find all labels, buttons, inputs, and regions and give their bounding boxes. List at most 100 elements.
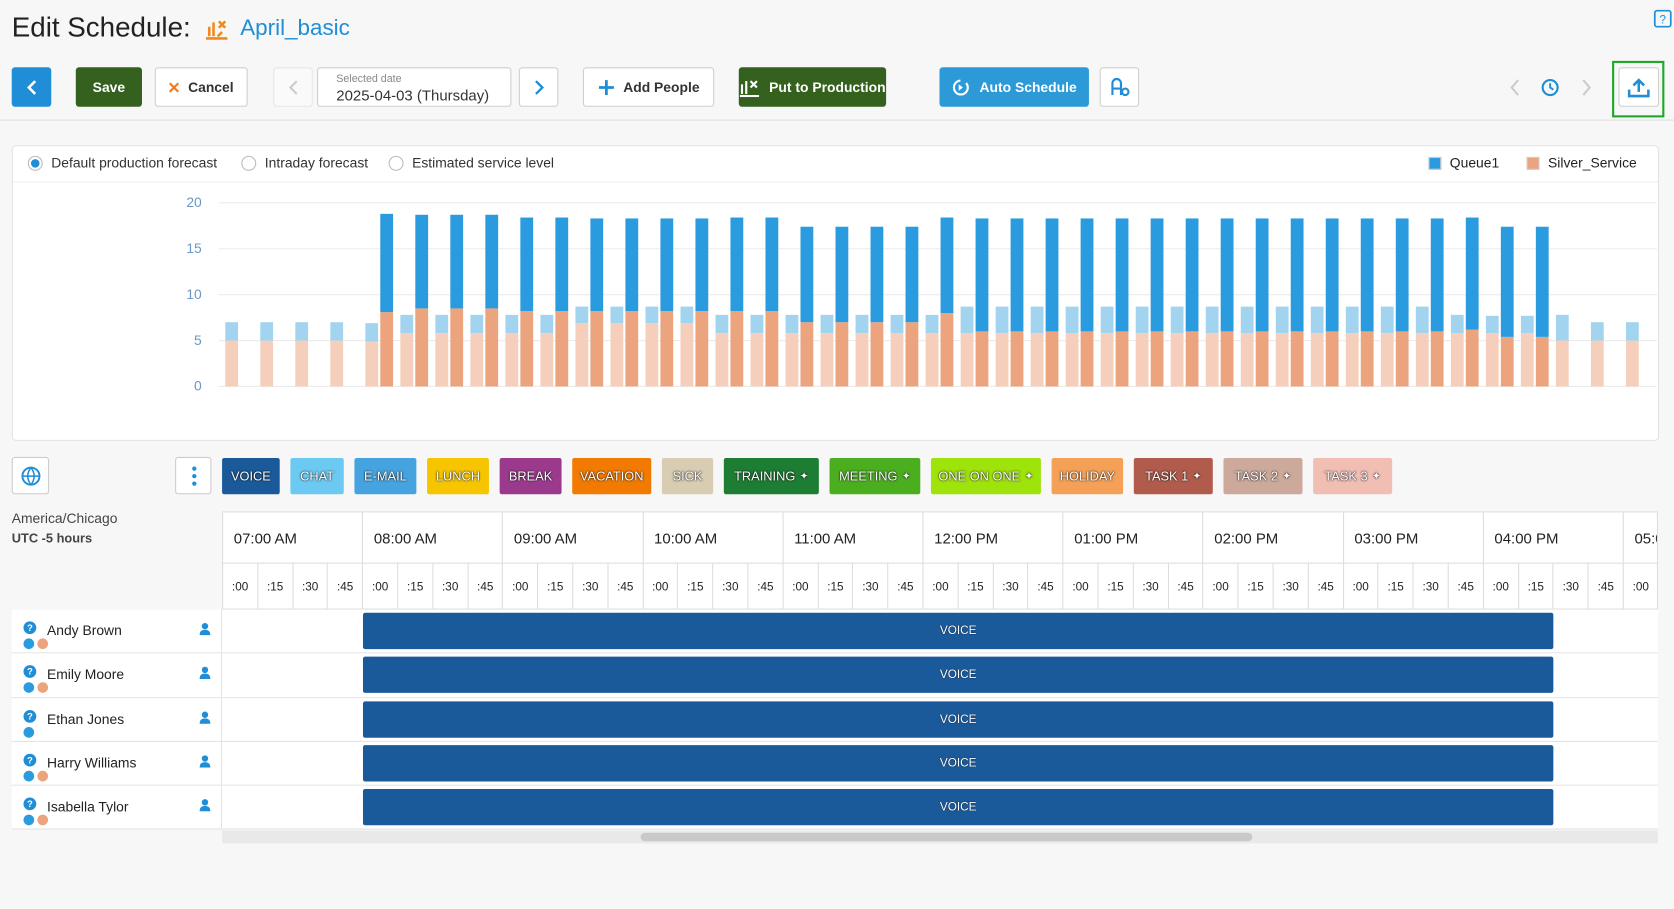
agent-name[interactable]: Andy Brown — [46, 622, 122, 639]
panel-divider — [12, 181, 1658, 183]
forecast-option[interactable]: Intraday forecast — [241, 155, 368, 171]
shift-bar[interactable]: VOICE — [362, 745, 1554, 782]
scheduled-bar — [1255, 218, 1269, 332]
timezone-button[interactable] — [11, 456, 50, 495]
date-label: Selected date — [336, 73, 402, 86]
shift-bar[interactable]: VOICE — [362, 656, 1554, 694]
more-button[interactable] — [175, 456, 212, 495]
prev-date-button[interactable] — [273, 67, 313, 107]
minute-label: :45 — [1587, 562, 1623, 609]
help-icon[interactable]: ? — [1653, 9, 1674, 30]
agent-name[interactable]: Harry Williams — [46, 754, 137, 771]
agent-row: ? Ethan Jones VOICE — [11, 697, 1658, 742]
add-people-button[interactable]: Add People — [582, 67, 715, 107]
forecast-option[interactable]: Estimated service level — [388, 155, 554, 171]
shift-bar[interactable]: VOICE — [362, 612, 1554, 650]
legend-item[interactable]: Queue1 — [1428, 155, 1499, 171]
activity-chip[interactable]: MEETING ✦ — [829, 458, 921, 495]
minute-label: :15 — [1237, 562, 1273, 609]
activity-label: HOLIDAY — [1059, 468, 1115, 484]
activity-chip[interactable]: VACATION — [572, 458, 652, 495]
minute-label: :15 — [957, 562, 993, 609]
minute-label: :00 — [1622, 562, 1657, 609]
scheduled-bar — [1080, 218, 1094, 332]
activity-label: TASK 1 — [1145, 468, 1189, 484]
x-icon — [169, 81, 180, 93]
scheduled-bar — [870, 226, 884, 323]
head — [201, 799, 209, 806]
scrollbar-thumb[interactable] — [640, 832, 1253, 842]
forecast-bar — [1625, 322, 1639, 341]
activity-chip[interactable]: TASK 3 ✦ — [1313, 458, 1393, 495]
activity-chip[interactable]: TRAINING ✦ — [723, 458, 819, 495]
auto-schedule-button[interactable]: Auto Schedule — [939, 67, 1089, 107]
forecast-bar — [540, 333, 554, 387]
cancel-button[interactable]: Cancel — [154, 67, 248, 107]
settings-button[interactable] — [1099, 67, 1140, 107]
date-picker[interactable]: Selected date 2025-04-03 (Thursday) — [317, 67, 512, 107]
activity-chip[interactable]: TASK 1 ✦ — [1133, 458, 1213, 495]
activity-label: SICK — [672, 468, 703, 484]
forecast-bar — [470, 314, 484, 334]
pin-icon: ✦ — [1282, 470, 1292, 483]
activity-chip[interactable]: VOICE — [222, 458, 280, 495]
save-button[interactable]: Save — [75, 67, 142, 107]
history-nav — [1510, 79, 1592, 97]
globe-icon — [21, 466, 41, 486]
agent-row: ? Emily Moore VOICE — [11, 653, 1658, 698]
shift-bar[interactable]: VOICE — [362, 700, 1554, 738]
forecast-bar — [925, 314, 939, 334]
activity-chip[interactable]: ONE ON ONE ✦ — [930, 458, 1041, 495]
scheduled-bar — [730, 217, 744, 312]
activity-chip[interactable]: SICK — [661, 458, 714, 495]
scheduled-bar — [625, 311, 639, 387]
shift-bar[interactable]: VOICE — [362, 789, 1554, 826]
legend-item[interactable]: Silver_Service — [1526, 155, 1637, 171]
label: Add People — [623, 79, 700, 96]
undo[interactable] — [1510, 79, 1519, 96]
next-date-button[interactable] — [518, 67, 559, 107]
activity-chip[interactable]: TASK 2 ✦ — [1223, 458, 1303, 495]
activity-label: ONE ON ONE — [938, 468, 1021, 484]
activity-chip[interactable]: BREAK — [499, 458, 562, 495]
y-tick-label: 5 — [194, 332, 202, 348]
agent-name[interactable]: Emily Moore — [46, 666, 125, 683]
y-tick-label: 15 — [186, 240, 202, 256]
export-button[interactable] — [1618, 67, 1660, 107]
agent-name[interactable]: Ethan Jones — [46, 710, 125, 727]
forecast-bar — [1170, 306, 1184, 334]
forecast-option[interactable]: Default production forecast — [27, 155, 217, 171]
forecast-bar — [1240, 333, 1254, 387]
minute-label: :30 — [1132, 562, 1168, 609]
forecast-chart: 05101520Over StaffedUnder Staffed777711.… — [186, 194, 1657, 394]
radio — [388, 155, 404, 171]
put-to-production-button[interactable]: Put to Production — [738, 67, 887, 107]
skill-dot — [37, 770, 49, 782]
activity-chip[interactable]: LUNCH — [427, 458, 489, 495]
minute-label: :45 — [1027, 562, 1063, 609]
agent-name[interactable]: Isabella Tylor — [46, 798, 129, 815]
radio-dot — [30, 158, 40, 168]
hour-label: 05:00 PM — [1622, 512, 1657, 563]
minute-label: :15 — [257, 562, 293, 609]
scheduled-bar — [1290, 218, 1304, 332]
forecast-bar — [435, 333, 449, 387]
person-icon — [199, 622, 211, 636]
redo[interactable] — [1582, 79, 1592, 96]
schedule-name[interactable]: April_basic — [240, 16, 350, 41]
scheduled-bar — [1430, 218, 1444, 332]
activity-chip[interactable]: CHAT — [290, 458, 344, 495]
scrollbar[interactable] — [222, 830, 1658, 844]
history-icon[interactable] — [1541, 79, 1559, 97]
back-button[interactable] — [11, 67, 52, 107]
activity-label: VACATION — [579, 468, 644, 484]
forecast-bar — [1380, 306, 1394, 334]
agent-row: ? Isabella Tylor VOICE — [11, 785, 1658, 831]
forecast-bar — [1520, 315, 1534, 334]
name-cell-border — [220, 785, 223, 829]
scheduled-bar — [1360, 331, 1374, 387]
activity-chip[interactable]: E-MAIL — [354, 458, 417, 495]
minute-label: :30 — [572, 562, 608, 609]
activity-chip[interactable]: HOLIDAY — [1051, 458, 1124, 495]
forecast-bar — [610, 323, 624, 387]
